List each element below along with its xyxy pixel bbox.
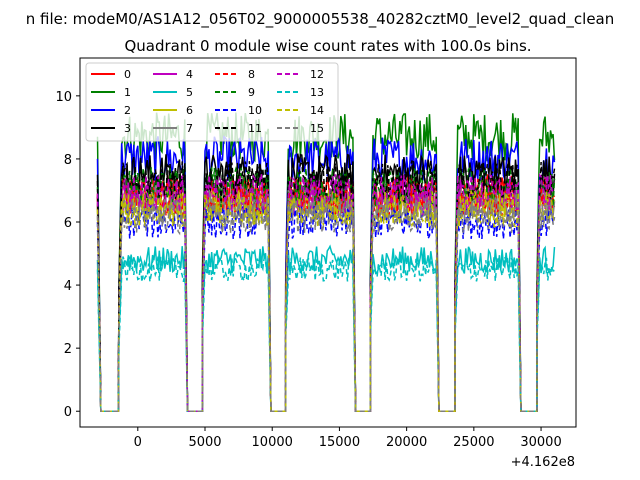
axes-frame xyxy=(79,57,577,428)
legend-box xyxy=(85,62,339,142)
series-line-5 xyxy=(96,244,556,412)
y-tick-label: 2 xyxy=(64,342,72,357)
y-tick-label: 6 xyxy=(64,216,72,231)
legend-label-9: 9 xyxy=(248,86,255,99)
plot-area xyxy=(96,112,556,412)
y-tick-label: 4 xyxy=(64,279,72,294)
chart-title: Quadrant 0 module wise count rates with … xyxy=(124,37,531,55)
legend-label-12: 12 xyxy=(310,68,324,81)
chart-suptitle: n file: modeM0/AS1A12_056T02_9000005538_… xyxy=(26,10,615,29)
legend-label-15: 15 xyxy=(310,122,324,135)
legend-label-4: 4 xyxy=(186,68,193,81)
legend-label-14: 14 xyxy=(310,104,324,117)
x-tick-label: 25000 xyxy=(453,435,494,450)
series-line-2 xyxy=(96,135,556,412)
series-line-15 xyxy=(96,196,556,412)
x-tick-label: 5000 xyxy=(188,435,221,450)
x-tick-label: 30000 xyxy=(520,435,561,450)
legend-label-5: 5 xyxy=(186,86,193,99)
x-tick-label: 0 xyxy=(134,435,142,450)
series-line-11 xyxy=(96,160,556,412)
y-tick-label: 8 xyxy=(64,153,72,168)
y-tick-label: 0 xyxy=(64,405,72,420)
legend-label-13: 13 xyxy=(310,86,324,99)
x-tick-label: 10000 xyxy=(252,435,293,450)
series-line-12 xyxy=(96,172,556,412)
x-offset-label: +4.162e8 xyxy=(511,455,575,470)
legend-label-8: 8 xyxy=(248,68,255,81)
legend-label-11: 11 xyxy=(248,122,262,135)
y-tick-label: 10 xyxy=(55,90,72,105)
legend-label-3: 3 xyxy=(124,122,131,135)
legend-label-2: 2 xyxy=(124,104,131,117)
legend-label-7: 7 xyxy=(186,122,193,135)
legend-label-0: 0 xyxy=(124,68,131,81)
series-line-13 xyxy=(96,253,555,412)
series-line-10 xyxy=(96,203,556,412)
legend-label-10: 10 xyxy=(248,104,262,117)
legend-label-6: 6 xyxy=(186,104,193,117)
legend-label-1: 1 xyxy=(124,86,131,99)
x-tick-label: 20000 xyxy=(386,435,427,450)
x-tick-label: 15000 xyxy=(319,435,360,450)
